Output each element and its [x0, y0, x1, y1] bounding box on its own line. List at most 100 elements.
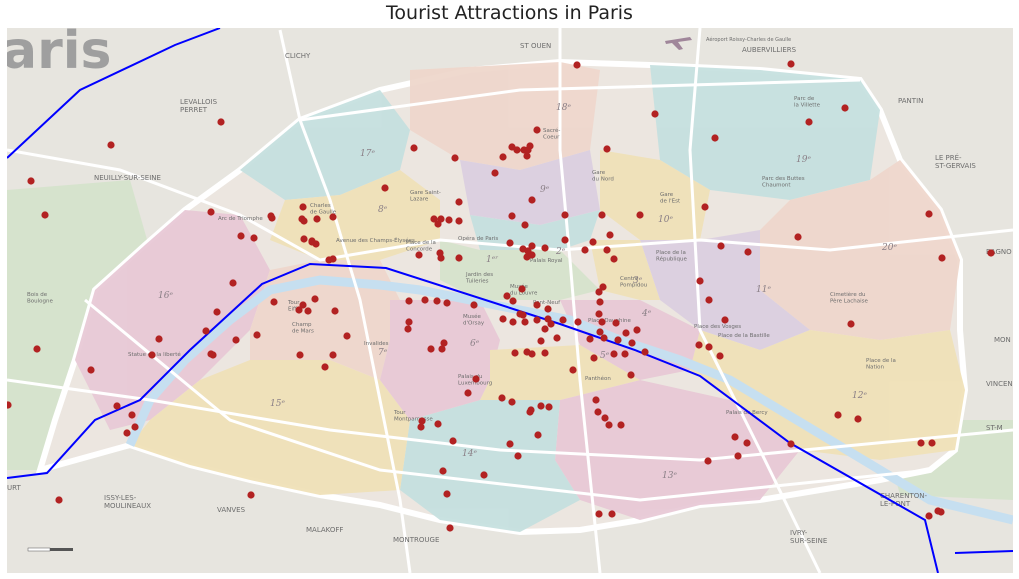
attraction-marker[interactable] — [834, 411, 842, 419]
attraction-marker[interactable] — [841, 104, 849, 112]
attraction-marker[interactable] — [608, 510, 616, 518]
attraction-marker[interactable] — [229, 279, 237, 287]
attraction-marker[interactable] — [561, 211, 569, 219]
attraction-marker[interactable] — [696, 277, 704, 285]
attraction-marker[interactable] — [270, 298, 278, 306]
attraction-marker[interactable] — [610, 255, 618, 263]
attraction-marker[interactable] — [41, 211, 49, 219]
attraction-marker[interactable] — [87, 366, 95, 374]
attraction-marker[interactable] — [509, 318, 517, 326]
attraction-marker[interactable] — [343, 332, 351, 340]
attraction-marker[interactable] — [213, 308, 221, 316]
attraction-marker[interactable] — [533, 126, 541, 134]
attraction-marker[interactable] — [304, 307, 312, 315]
attraction-marker[interactable] — [499, 315, 507, 323]
attraction-marker[interactable] — [417, 423, 425, 431]
attraction-marker[interactable] — [331, 307, 339, 315]
attraction-marker[interactable] — [498, 394, 506, 402]
attraction-marker[interactable] — [470, 301, 478, 309]
attraction-marker[interactable] — [721, 316, 729, 324]
attraction-marker[interactable] — [202, 327, 210, 335]
attraction-marker[interactable] — [938, 254, 946, 262]
attraction-marker[interactable] — [610, 350, 618, 358]
map-frame[interactable]: aris Aéroport Roissy-Charles de Gaulle C… — [7, 28, 1013, 573]
attraction-marker[interactable] — [491, 169, 499, 177]
attraction-marker[interactable] — [299, 203, 307, 211]
attraction-marker[interactable] — [433, 297, 441, 305]
attraction-marker[interactable] — [547, 320, 555, 328]
attraction-marker[interactable] — [439, 467, 447, 475]
attraction-marker[interactable] — [421, 296, 429, 304]
attraction-marker[interactable] — [299, 301, 307, 309]
attraction-marker[interactable] — [598, 211, 606, 219]
attraction-marker[interactable] — [622, 329, 630, 337]
attraction-marker[interactable] — [523, 253, 531, 261]
attraction-marker[interactable] — [743, 439, 751, 447]
attraction-marker[interactable] — [503, 292, 511, 300]
attraction-marker[interactable] — [415, 251, 423, 259]
attraction-marker[interactable] — [695, 341, 703, 349]
attraction-marker[interactable] — [321, 363, 329, 371]
attraction-marker[interactable] — [600, 334, 608, 342]
attraction-marker[interactable] — [405, 318, 413, 326]
attraction-marker[interactable] — [518, 285, 526, 293]
attraction-marker[interactable] — [329, 255, 337, 263]
attraction-marker[interactable] — [603, 145, 611, 153]
attraction-marker[interactable] — [499, 153, 507, 161]
attraction-marker[interactable] — [217, 118, 225, 126]
attraction-marker[interactable] — [33, 345, 41, 353]
attraction-marker[interactable] — [717, 242, 725, 250]
attraction-marker[interactable] — [805, 118, 813, 126]
attraction-marker[interactable] — [446, 524, 454, 532]
attraction-marker[interactable] — [590, 354, 598, 362]
attraction-marker[interactable] — [464, 389, 472, 397]
attraction-marker[interactable] — [511, 349, 519, 357]
attraction-marker[interactable] — [621, 350, 629, 358]
attraction-marker[interactable] — [480, 471, 488, 479]
attraction-marker[interactable] — [300, 235, 308, 243]
attraction-marker[interactable] — [329, 213, 337, 221]
attraction-marker[interactable] — [731, 433, 739, 441]
attraction-marker[interactable] — [521, 318, 529, 326]
attraction-marker[interactable] — [434, 220, 442, 228]
attraction-marker[interactable] — [541, 244, 549, 252]
attraction-marker[interactable] — [569, 366, 577, 374]
attraction-marker[interactable] — [614, 336, 622, 344]
attraction-marker[interactable] — [131, 423, 139, 431]
attraction-marker[interactable] — [528, 196, 536, 204]
attraction-marker[interactable] — [113, 402, 121, 410]
attraction-marker[interactable] — [440, 339, 448, 347]
attraction-marker[interactable] — [148, 351, 156, 359]
attraction-marker[interactable] — [605, 421, 613, 429]
attraction-marker[interactable] — [445, 216, 453, 224]
attraction-marker[interactable] — [595, 288, 603, 296]
attraction-marker[interactable] — [573, 61, 581, 69]
attraction-marker[interactable] — [925, 512, 933, 520]
attraction-marker[interactable] — [553, 334, 561, 342]
attraction-marker[interactable] — [209, 351, 217, 359]
attraction-marker[interactable] — [606, 231, 614, 239]
attraction-marker[interactable] — [601, 414, 609, 422]
attraction-marker[interactable] — [917, 439, 925, 447]
attraction-marker[interactable] — [528, 350, 536, 358]
attraction-marker[interactable] — [107, 141, 115, 149]
attraction-marker[interactable] — [559, 316, 567, 324]
attraction-marker[interactable] — [430, 215, 438, 223]
attraction-marker[interactable] — [508, 212, 516, 220]
attraction-marker[interactable] — [794, 233, 802, 241]
attraction-marker[interactable] — [434, 420, 442, 428]
attraction-marker[interactable] — [295, 306, 303, 314]
attraction-marker[interactable] — [526, 408, 534, 416]
attraction-marker[interactable] — [329, 351, 337, 359]
attraction-marker[interactable] — [268, 214, 276, 222]
attraction-marker[interactable] — [27, 177, 35, 185]
attraction-marker[interactable] — [300, 217, 308, 225]
attraction-marker[interactable] — [595, 510, 603, 518]
attraction-marker[interactable] — [521, 221, 529, 229]
attraction-marker[interactable] — [534, 431, 542, 439]
attraction-marker[interactable] — [701, 203, 709, 211]
attraction-marker[interactable] — [561, 236, 569, 244]
attraction-marker[interactable] — [443, 299, 451, 307]
attraction-marker[interactable] — [7, 401, 12, 409]
attraction-marker[interactable] — [506, 239, 514, 247]
